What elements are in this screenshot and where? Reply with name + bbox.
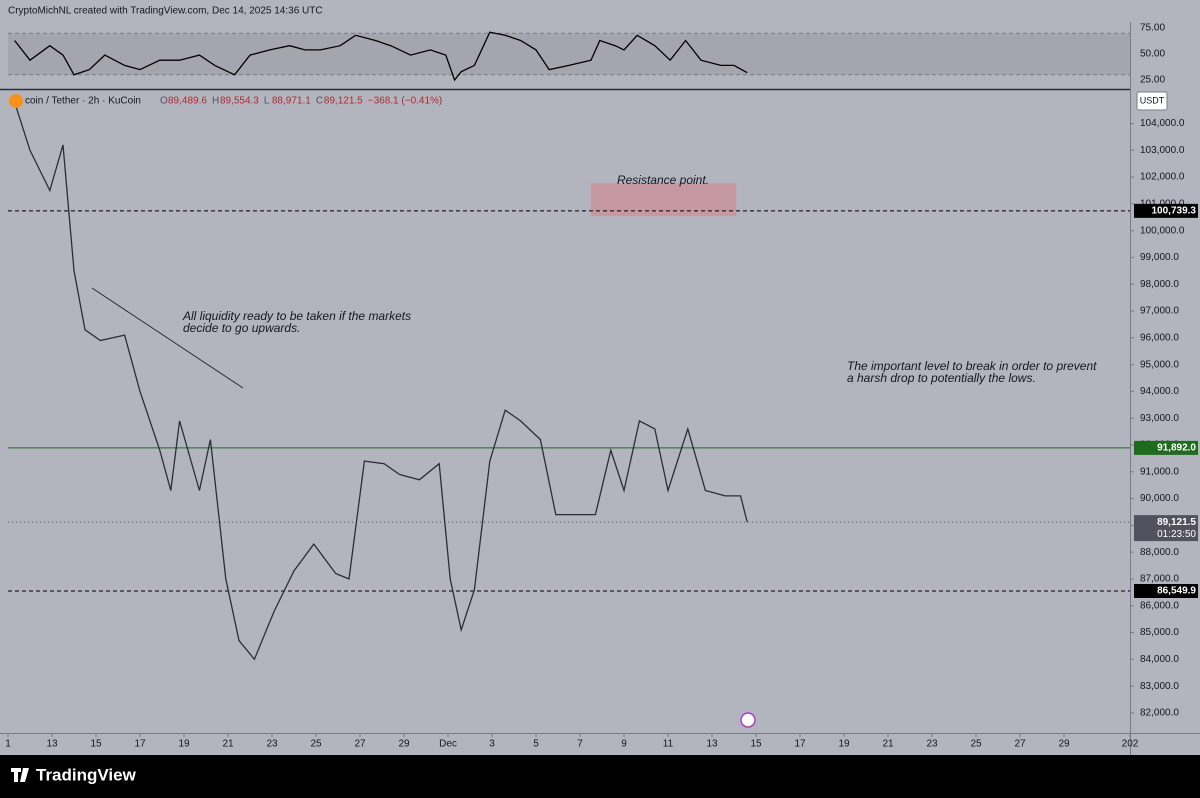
price-tag-label: 91,892.0 <box>1157 443 1196 454</box>
x-tick-label: 17 <box>134 739 146 750</box>
annotation: decide to go upwards. <box>183 321 300 335</box>
x-tick-label: 23 <box>926 739 938 750</box>
price-tag <box>1134 440 1198 455</box>
y-tick-label: 99,000.0 <box>1140 252 1179 263</box>
symbol-logo <box>9 94 23 108</box>
y-tick-label: 75.00 <box>1140 23 1165 34</box>
x-tick-label: 1 <box>5 739 11 750</box>
x-tick-label: 21 <box>882 739 894 750</box>
axis-labels: 104,000.0103,000.0102,000.0101,000.0100,… <box>5 23 1198 750</box>
y-tick-label: 96,000.0 <box>1140 332 1179 343</box>
ohlc-key: C <box>316 96 323 107</box>
x-tick-label: Dec <box>439 739 457 750</box>
price-axis <box>1130 22 1200 755</box>
annotation: a harsh drop to potentially the lows. <box>847 371 1036 385</box>
x-tick-label: 25 <box>310 739 322 750</box>
x-tick-label: 5 <box>533 739 539 750</box>
annotation: Resistance point. <box>617 173 709 187</box>
x-tick-label: 19 <box>178 739 190 750</box>
x-tick-label: 3 <box>489 739 495 750</box>
x-tick-label: 7 <box>577 739 583 750</box>
ohlc-legend: O 89,489.6 H 89,554.3 L 88,971.1 C 89,121.5 −368… <box>160 96 442 107</box>
ohlc-value: 88,971.1 <box>272 96 311 107</box>
footer-logo <box>11 768 29 782</box>
footer-bar <box>0 755 1200 798</box>
background <box>0 0 1200 755</box>
x-tick-label: 27 <box>1014 739 1026 750</box>
y-tick-label: 91,000.0 <box>1140 466 1179 477</box>
x-tick-label: 15 <box>750 739 762 750</box>
y-tick-label: 82,000.0 <box>1140 708 1179 719</box>
y-tick-label: 104,000.0 <box>1140 118 1185 129</box>
rsi-pane <box>8 27 1134 82</box>
ohlc-key: O <box>160 96 168 107</box>
x-tick-label: 19 <box>838 739 850 750</box>
y-tick-label: 90,000.0 <box>1140 493 1179 504</box>
y-tick-label: 103,000.0 <box>1140 145 1185 156</box>
y-tick-label: 85,000.0 <box>1140 627 1179 638</box>
ohlc-change: −368.1 (−0.41%) <box>368 96 443 107</box>
price-tag <box>1134 515 1198 542</box>
countdown: 01:23:50 <box>1157 529 1196 540</box>
x-tick-label: 17 <box>794 739 806 750</box>
x-tick-label: 21 <box>222 739 234 750</box>
x-tick-label: 29 <box>398 739 410 750</box>
x-tick-label: 13 <box>46 739 58 750</box>
rsi-band <box>8 33 1130 75</box>
y-tick-label: 93,000.0 <box>1140 413 1179 424</box>
x-tick-label: 202 <box>1122 739 1139 750</box>
y-tick-label: 98,000.0 <box>1140 279 1179 290</box>
symbol: coin / Tether · 2h · KuCoin <box>25 96 141 107</box>
y-tick-label: 25.00 <box>1140 75 1165 86</box>
currency: USDT <box>1140 95 1165 105</box>
annotation: The important level to break in order to… <box>847 359 1097 373</box>
x-tick-label: 15 <box>90 739 102 750</box>
series-line <box>13 101 748 661</box>
y-tick-label: 102,000.0 <box>1140 172 1185 183</box>
price-tag <box>1134 584 1198 599</box>
price-tag-label: 86,549.9 <box>1157 586 1196 597</box>
x-tick-label: 13 <box>706 739 718 750</box>
y-tick-label: 97,000.0 <box>1140 306 1179 317</box>
event-icon[interactable] <box>740 712 756 728</box>
x-tick-label: 29 <box>1058 739 1070 750</box>
ohlc-key: H <box>212 96 219 107</box>
ohlc-value: 89,489.6 <box>168 96 207 107</box>
y-tick-label: 100,000.0 <box>1140 225 1185 236</box>
header: CryptoMichNL created with TradingView.co… <box>8 6 323 17</box>
y-tick-label: 86,000.0 <box>1140 600 1179 611</box>
price-tag <box>1134 203 1198 218</box>
x-tick-label: 9 <box>621 739 627 750</box>
x-tick-label: 27 <box>354 739 366 750</box>
annotation: All liquidity ready to be taken if the m… <box>182 309 411 323</box>
ohlc-value: 89,554.3 <box>220 96 259 107</box>
y-tick-label: 94,000.0 <box>1140 386 1179 397</box>
y-tick-label: 84,000.0 <box>1140 654 1179 665</box>
series-line <box>14 31 748 82</box>
y-tick-label: 83,000.0 <box>1140 681 1179 692</box>
price-pane <box>8 101 1130 661</box>
trend-line <box>91 287 244 389</box>
x-tick-label: 25 <box>970 739 982 750</box>
x-tick-label: 23 <box>266 739 278 750</box>
y-tick-label: 87,000.0 <box>1140 574 1179 585</box>
y-tick-label: 88,000.0 <box>1140 547 1179 558</box>
x-tick-label: 11 <box>663 739 674 750</box>
currency-box[interactable] <box>1136 91 1168 111</box>
y-tick-label: 95,000.0 <box>1140 359 1179 370</box>
price-tag-label: 100,739.3 <box>1152 205 1197 216</box>
ohlc-key: L <box>264 96 270 107</box>
y-tick-label: 50.00 <box>1140 49 1165 60</box>
footer-brand: TradingView <box>36 765 137 784</box>
ohlc-value: 89,121.5 <box>324 96 363 107</box>
price-tag-label: 89,121.5 <box>1157 517 1196 528</box>
